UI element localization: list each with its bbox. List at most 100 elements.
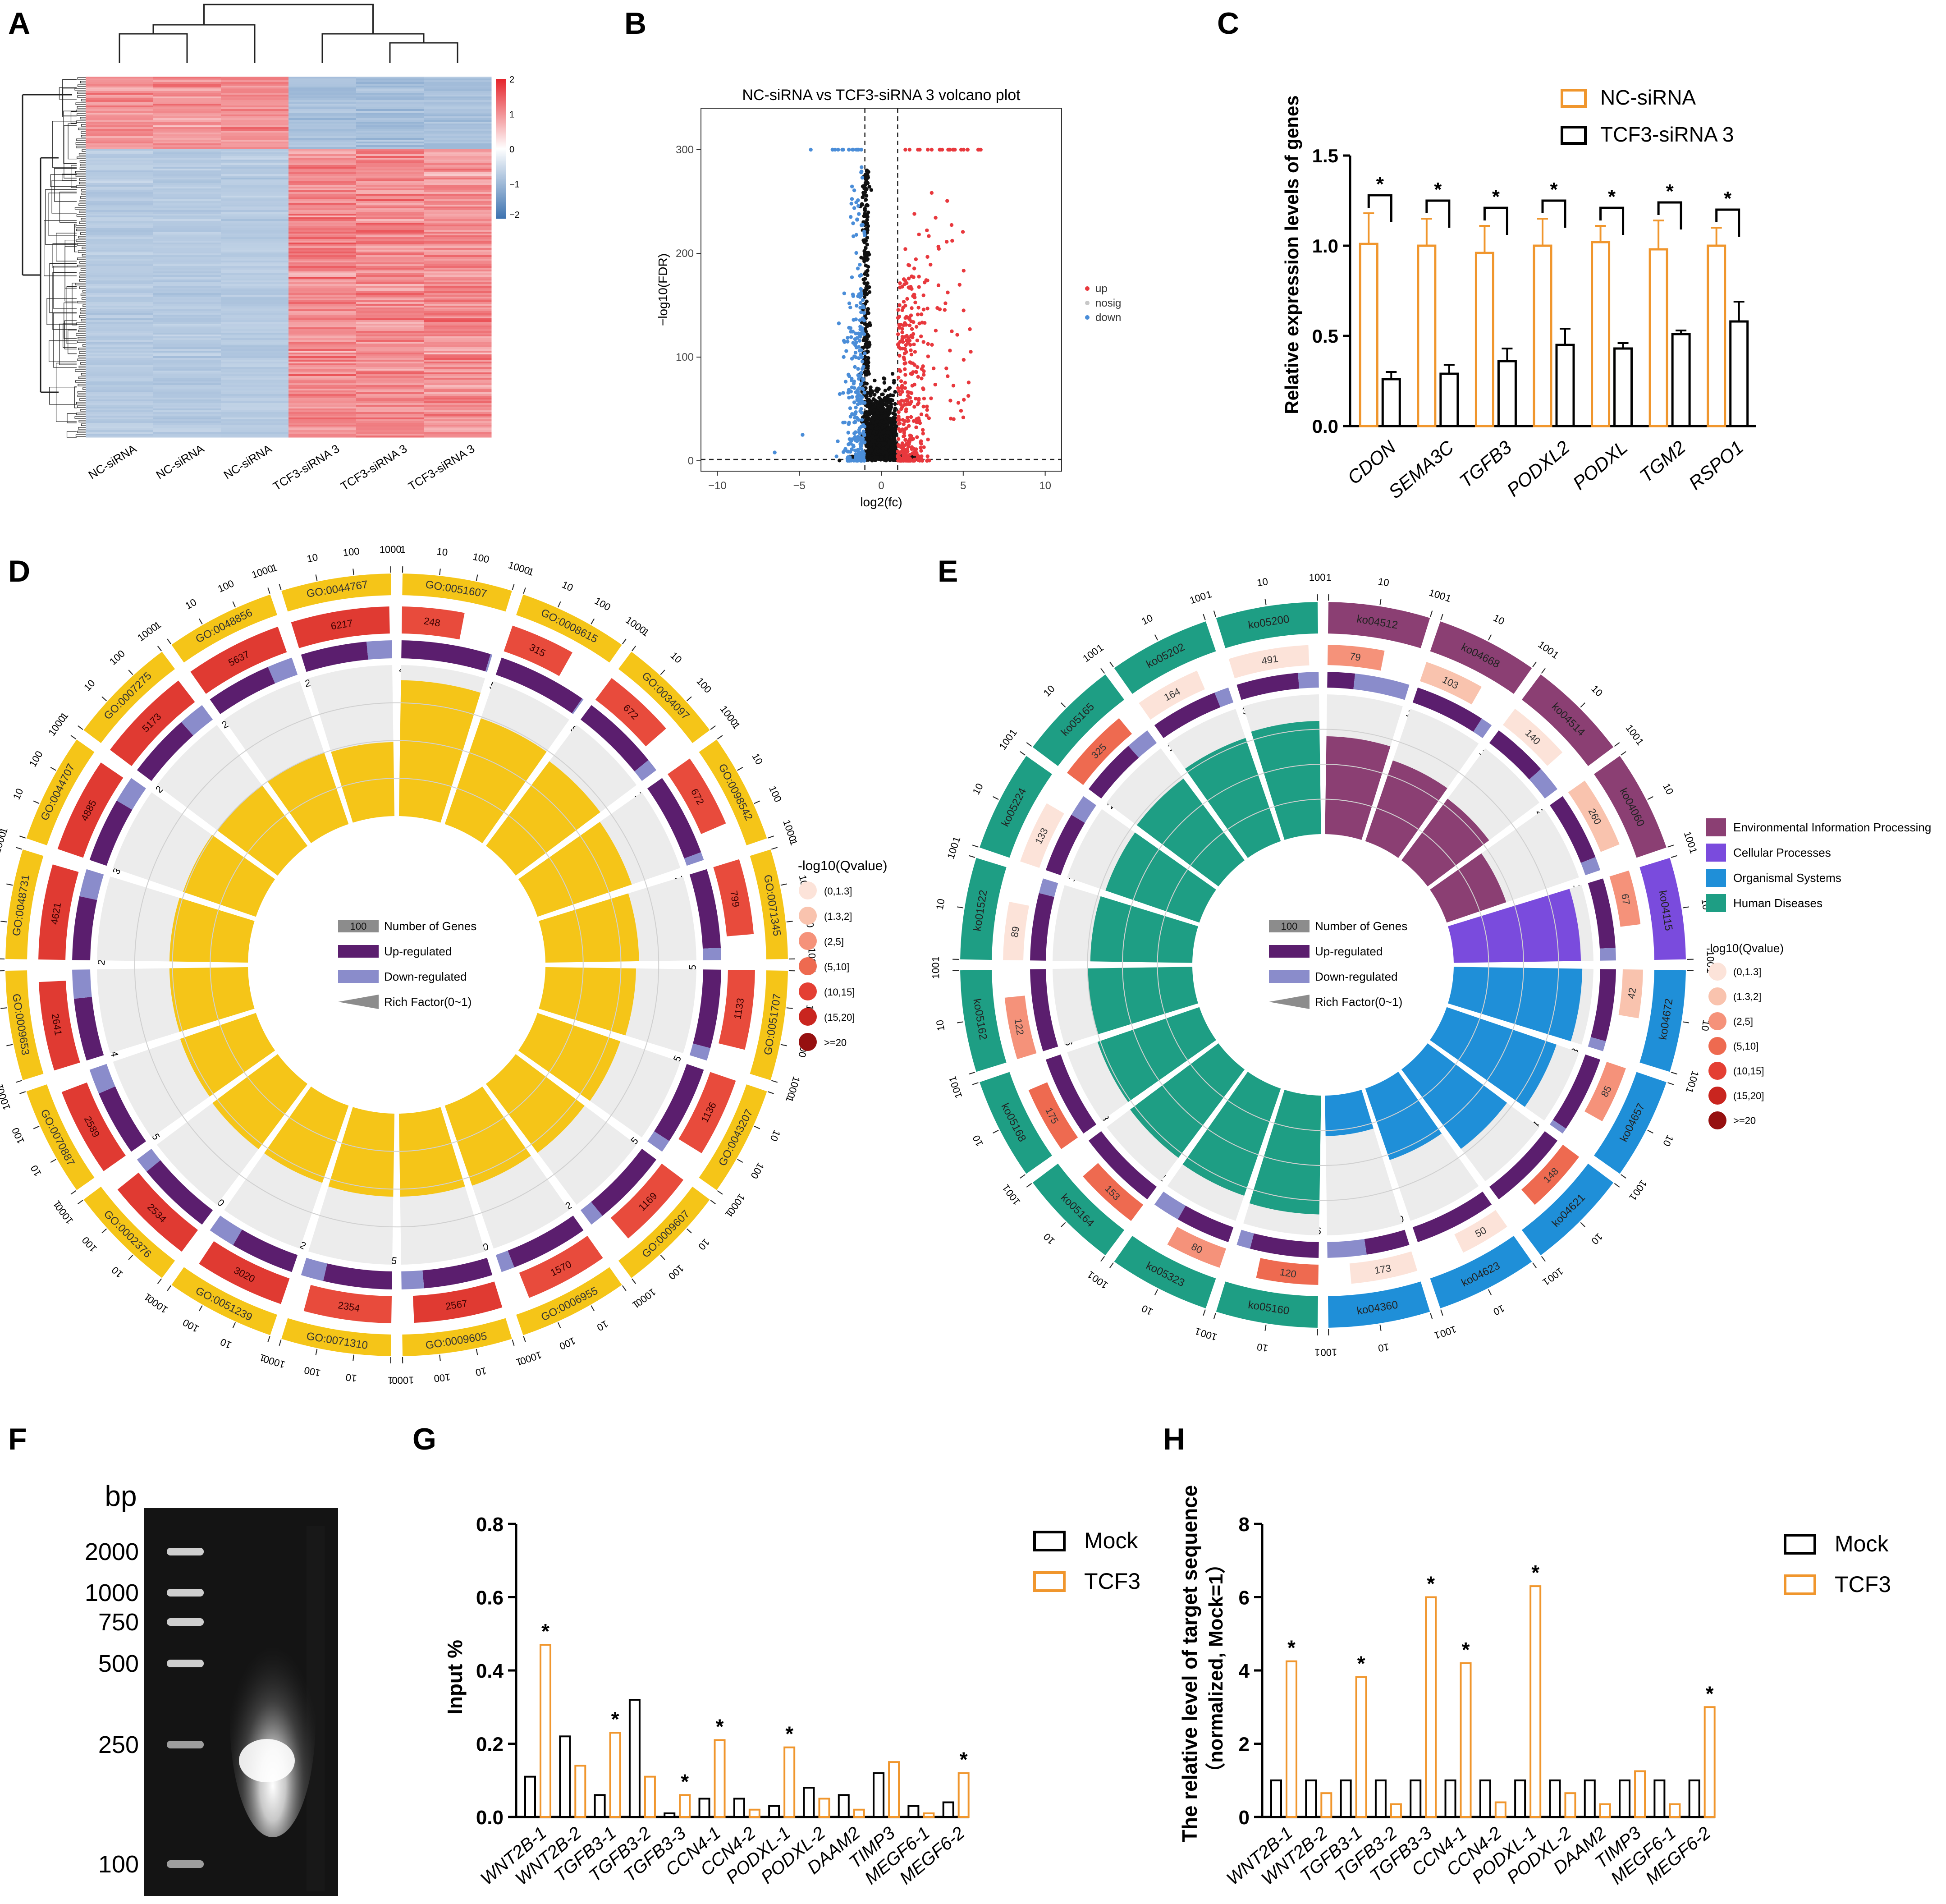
volcano-point	[900, 405, 904, 409]
heatmap-cell	[356, 383, 424, 385]
circos-scale-tick	[591, 618, 595, 624]
circos-scale-label: 100	[107, 648, 127, 667]
heatmap-cell	[221, 351, 289, 353]
panel-letter-c: C	[1217, 6, 1239, 41]
chip-bar	[1460, 1662, 1472, 1818]
heatmap-cell	[356, 237, 424, 239]
volcano-point	[861, 298, 865, 302]
volcano-point	[881, 446, 885, 450]
heatmap-cell	[86, 423, 154, 425]
circos-scale-label: 100	[181, 1317, 201, 1335]
chip-bar	[1494, 1801, 1506, 1818]
volcano-point	[896, 316, 900, 320]
heatmap-cell	[153, 181, 221, 184]
go-qvalue-legend-label: (2,5]	[824, 936, 844, 947]
volcano-point	[879, 416, 884, 420]
heatmap-cell	[86, 172, 154, 174]
circos-term-band	[750, 970, 788, 1080]
chip-bar	[1584, 1779, 1596, 1818]
heatmap-cell	[356, 396, 424, 398]
chip-bar	[1688, 1779, 1700, 1818]
heatmap-cell	[221, 206, 289, 209]
heatmap-cell	[221, 390, 289, 393]
heatmap-cell	[356, 136, 424, 138]
volcano-point	[937, 247, 941, 251]
circos-scale-tick	[1100, 1256, 1105, 1262]
chip-bar	[609, 1732, 621, 1818]
heatmap-cell	[288, 174, 357, 176]
heatmap-cell	[424, 315, 492, 317]
heatmap-cell	[221, 87, 289, 90]
volcano-point	[867, 340, 871, 344]
circos-rich-factor-bar	[444, 1086, 531, 1186]
heatmap-cell	[424, 156, 492, 158]
heatmap-cell	[153, 143, 221, 146]
heatmap-cell	[356, 399, 424, 402]
heatmap-cell	[424, 111, 492, 113]
heatmap-cell	[288, 273, 357, 275]
heatmap-cell	[153, 421, 221, 423]
heatmap-cell	[153, 333, 221, 335]
heatmap-cell	[356, 174, 424, 176]
heatmap-cell	[221, 407, 289, 409]
chip-y-tick-label: 6	[1239, 1587, 1250, 1609]
heatmap-cell	[221, 371, 289, 373]
volcano-point	[903, 386, 907, 390]
volcano-point	[948, 349, 952, 353]
kegg-circos-panel: 110100ko045127948110100ko046681031221101…	[930, 572, 1932, 1358]
heatmap-cell	[288, 228, 357, 230]
heatmap-cell	[86, 421, 154, 423]
heatmap-cell	[288, 214, 357, 216]
circos-up-regulated-bar	[137, 722, 193, 781]
heatmap-cell	[288, 282, 357, 284]
circos-rich-factor-bar	[1325, 1090, 1374, 1136]
heatmap-cell	[86, 102, 154, 104]
circos-down-regulated-bar	[116, 778, 146, 810]
heatmap-cell	[153, 342, 221, 344]
heatmap-cell	[86, 160, 154, 162]
heatmap-cell	[288, 344, 357, 346]
volcano-point	[850, 357, 854, 361]
heatmap-cell	[153, 378, 221, 380]
circos-scale-tick	[1203, 614, 1206, 620]
volcano-point	[867, 290, 872, 294]
heatmap-cell	[153, 96, 221, 99]
heatmap-cell	[153, 134, 221, 137]
circos-up-regulated-bar	[495, 657, 582, 713]
volcano-point	[897, 422, 901, 426]
column-dendrogram	[119, 4, 458, 63]
qpcr-significance-star: *	[1608, 186, 1616, 208]
heatmap-cell	[221, 181, 289, 184]
volcano-point	[909, 313, 913, 317]
chip-y-tick-label: 0.2	[476, 1734, 504, 1756]
volcano-point	[897, 322, 901, 327]
heatmap-cell	[221, 381, 289, 384]
volcano-point	[862, 249, 866, 253]
circos-scale-label: 10	[28, 1163, 44, 1179]
heatmap-cell	[356, 347, 424, 349]
volcano-point	[925, 408, 929, 412]
circos-rich-factor-bar	[539, 967, 636, 1036]
chip-legend-swatch	[1784, 1534, 1816, 1555]
volcano-point	[851, 221, 855, 225]
heatmap-cell	[86, 295, 154, 297]
volcano-point	[856, 451, 861, 455]
heatmap-cell	[153, 336, 221, 339]
heatmap-cell	[356, 120, 424, 122]
circos-down-regulated-bar	[181, 705, 213, 736]
volcano-point	[875, 436, 879, 440]
circos-up-regulated-bar	[689, 869, 721, 949]
heatmap-cell	[86, 367, 154, 369]
chip-bar	[1305, 1779, 1317, 1818]
volcano-point	[936, 283, 941, 287]
heatmap-cell	[221, 365, 289, 367]
volcano-point	[865, 413, 870, 417]
heatmap-cell	[221, 89, 289, 92]
volcano-point	[912, 293, 916, 297]
heatmap-cell	[153, 192, 221, 194]
heatmap-cell	[86, 300, 154, 303]
volcano-point	[905, 442, 909, 446]
heatmap-cell	[153, 122, 221, 124]
heatmap-cell	[288, 428, 357, 431]
heatmap-cell	[86, 351, 154, 353]
